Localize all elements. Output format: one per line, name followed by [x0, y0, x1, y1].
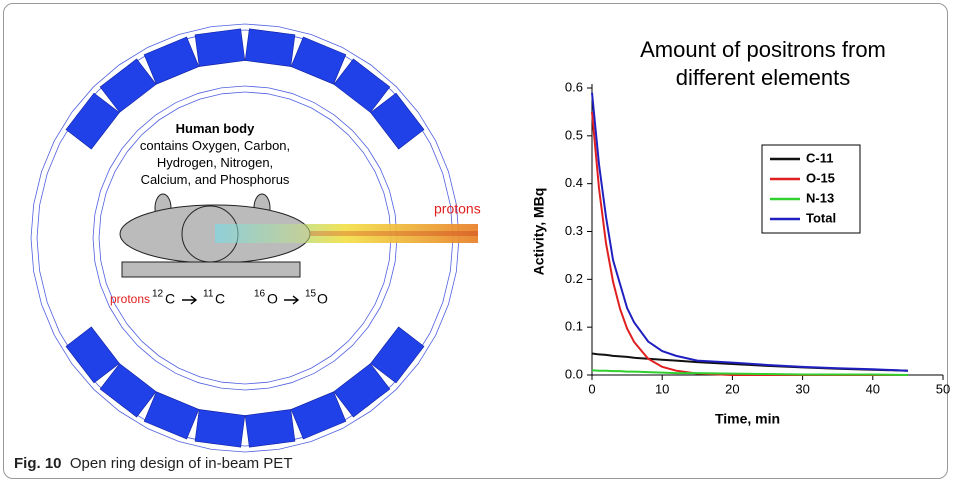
detector-block — [99, 58, 157, 113]
caption-label: Fig. 10 — [14, 455, 62, 472]
caption-text: Open ring design of in-beam PET — [69, 455, 293, 472]
isotope-element: O — [267, 291, 278, 307]
body-text: contains Oxygen, Carbon, Hydrogen, Nitro… — [139, 138, 291, 187]
legend-label: O-15 — [806, 170, 835, 185]
detector-block — [143, 391, 200, 440]
x-tick-label: 0 — [588, 381, 595, 396]
reaction-arrow — [182, 295, 198, 305]
ring-outline — [30, 23, 460, 453]
reaction-label: protons — [110, 292, 150, 306]
x-tick-label: 40 — [866, 381, 880, 396]
isotope-element: C — [215, 291, 225, 307]
x-tick-label: 10 — [655, 381, 669, 396]
beam-label: protons — [434, 201, 481, 217]
proton-beam-overlay — [215, 224, 478, 243]
isotope-mass: 11 — [203, 289, 214, 300]
detector-block — [370, 326, 425, 384]
detector-block — [143, 36, 200, 85]
y-tick-label: 0.1 — [565, 319, 583, 334]
caption: Fig. 10 Open ring design of in-beam PET — [14, 455, 292, 472]
y-axis-label: Activity, MBq — [531, 188, 547, 276]
x-tick-label: 30 — [795, 381, 809, 396]
body-description: Human body contains Oxygen, Carbon, Hydr… — [130, 120, 300, 188]
detector-block — [370, 92, 425, 150]
detector-block — [244, 28, 296, 67]
isotope-element: O — [317, 291, 328, 307]
y-tick-label: 0.4 — [565, 175, 583, 190]
chart-title: Amount of positrons from different eleme… — [640, 37, 886, 90]
ring-outline — [36, 29, 454, 447]
detector-block — [290, 36, 347, 85]
isotope-mass: 16 — [254, 289, 266, 300]
y-tick-label: 0.0 — [565, 366, 583, 381]
legend-label: N-13 — [806, 190, 834, 205]
y-tick-label: 0.5 — [565, 127, 583, 142]
chart: 0.0 0.1 0.2 0.3 0.4 0.5 0.6 0 10 20 30 40 50 Time, mi… — [531, 79, 951, 426]
legend-label: Total — [806, 210, 836, 225]
reactions: 12 C 11 C 16 O 15 O — [152, 289, 328, 307]
y-tick-label: 0.6 — [565, 79, 583, 94]
series-line — [591, 92, 908, 372]
ring-outline — [92, 85, 398, 391]
body-title: Human body — [175, 121, 255, 136]
figure-frame — [3, 3, 948, 479]
ring-outline — [98, 91, 392, 385]
isotope-mass: 12 — [152, 289, 164, 300]
detector-block — [65, 326, 120, 384]
x-tick-label: 20 — [725, 381, 739, 396]
detector-ring — [30, 23, 460, 453]
legend-label: C-11 — [806, 150, 833, 165]
x-axis-label: Time, min — [715, 411, 780, 427]
detector-block — [290, 391, 347, 440]
detector-block — [194, 409, 246, 448]
detector-block — [99, 363, 157, 418]
series-line — [591, 111, 908, 376]
detector-block — [333, 363, 391, 418]
reaction-arrow — [284, 295, 300, 305]
y-tick-label: 0.3 — [565, 223, 583, 238]
detector-block — [194, 28, 246, 67]
x-tick-label: 50 — [936, 381, 950, 396]
detector-block — [333, 58, 391, 113]
isotope-element: C — [165, 291, 175, 307]
y-tick-label: 0.2 — [565, 271, 583, 286]
series-line — [591, 369, 908, 376]
isotope-mass: 15 — [305, 289, 317, 300]
detector-block — [65, 92, 120, 150]
detector-block — [244, 409, 296, 448]
patient-table — [121, 261, 301, 278]
